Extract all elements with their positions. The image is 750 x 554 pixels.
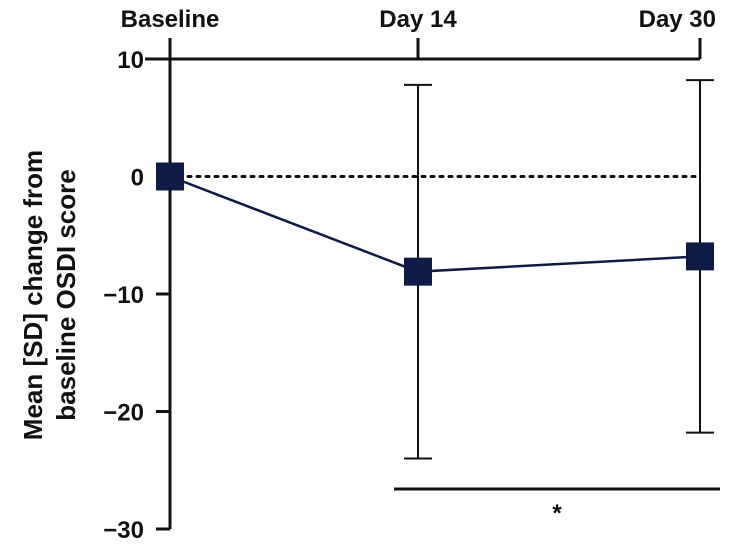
x-tick-label: Day 30 bbox=[639, 6, 716, 33]
series-line bbox=[169, 175, 701, 273]
data-point bbox=[156, 162, 184, 191]
significance-star: * bbox=[552, 500, 562, 527]
y-tick-label: −20 bbox=[103, 400, 144, 427]
x-tick-label: Day 14 bbox=[379, 6, 457, 33]
series bbox=[156, 162, 714, 286]
y-axis-title-line-1: Mean [SD] change from bbox=[18, 150, 48, 440]
y-axis: 10 0 −10 −20 −30 bbox=[103, 47, 172, 544]
y-axis-title-line-2: baseline OSDI score bbox=[51, 169, 81, 420]
y-axis-title: Mean [SD] change from baseline OSDI scor… bbox=[18, 150, 81, 440]
y-tick-label: −10 bbox=[103, 282, 144, 309]
y-tick-label: 10 bbox=[117, 47, 144, 74]
x-axis: Baseline Day 14 Day 30 bbox=[121, 6, 716, 61]
y-tick-label: 0 bbox=[131, 165, 144, 192]
y-tick-label: −30 bbox=[103, 517, 144, 544]
significance-bracket: * bbox=[394, 487, 720, 527]
data-point bbox=[404, 257, 432, 286]
data-point bbox=[686, 242, 714, 271]
x-tick-label: Baseline bbox=[121, 6, 220, 33]
